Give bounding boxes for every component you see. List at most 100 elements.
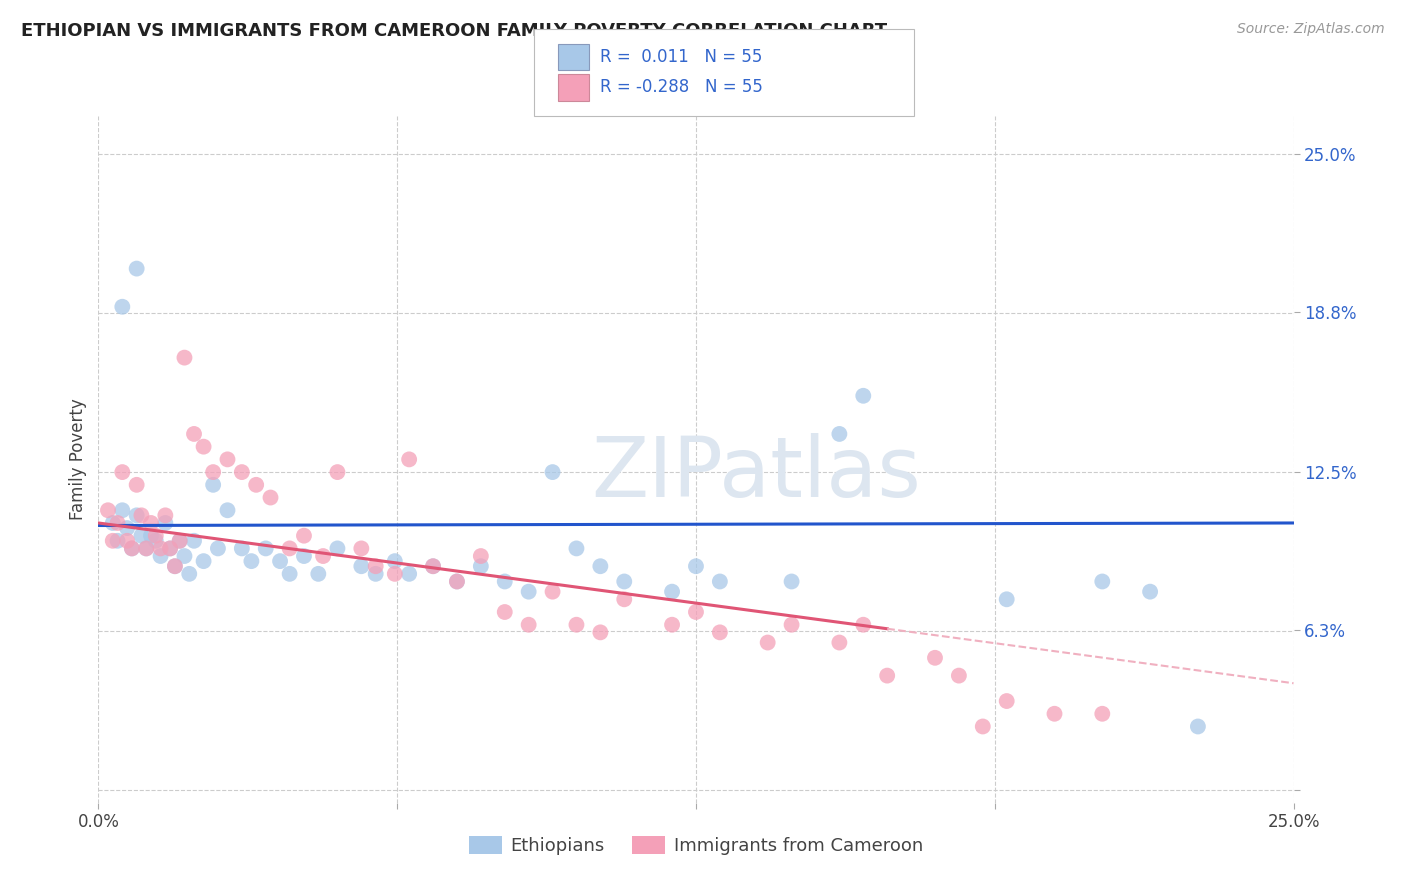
Point [163,559,186,574]
Point [111,465,134,479]
Text: R = -0.288   N = 55: R = -0.288 N = 55 [600,78,763,96]
Text: Source: ZipAtlas.com: Source: ZipAtlas.com [1237,22,1385,37]
Point [139,516,162,530]
Point [111,300,134,314]
Point [125,478,148,492]
Point [446,574,468,589]
Point [125,508,148,523]
Point [661,584,683,599]
Point [169,533,191,548]
Point [995,592,1018,607]
Point [1139,584,1161,599]
Point [422,559,444,574]
Point [350,541,373,556]
Point [924,650,946,665]
Point [565,541,588,556]
Point [173,351,195,365]
Point [326,465,349,479]
Point [139,529,162,543]
Point [364,559,387,574]
Point [135,541,157,556]
Point [326,541,349,556]
Point [1043,706,1066,721]
Point [350,559,373,574]
Point [155,508,177,523]
Point [995,694,1018,708]
Point [145,533,167,548]
Point [494,605,516,619]
Point [709,625,731,640]
Point [155,516,177,530]
Point [135,541,157,556]
Point [131,508,153,523]
Point [685,559,707,574]
Point [613,592,636,607]
Point [269,554,291,568]
Point [613,574,636,589]
Point [292,549,315,563]
Point [1091,706,1114,721]
Y-axis label: Family Poverty: Family Poverty [69,399,87,520]
Point [517,617,540,632]
Point [231,541,253,556]
Point [685,605,707,619]
Point [259,491,281,505]
Point [876,668,898,682]
Point [101,533,124,548]
Text: ETHIOPIAN VS IMMIGRANTS FROM CAMEROON FAMILY POVERTY CORRELATION CHART: ETHIOPIAN VS IMMIGRANTS FROM CAMEROON FA… [21,22,887,40]
Point [159,541,181,556]
Point [384,566,406,581]
Point [159,541,181,556]
Legend: Ethiopians, Immigrants from Cameroon: Ethiopians, Immigrants from Cameroon [463,829,929,863]
Point [780,574,803,589]
Point [589,559,612,574]
Point [709,574,731,589]
Point [541,465,564,479]
Point [852,617,875,632]
Point [780,617,803,632]
Point [756,635,779,649]
Point [131,529,153,543]
Point [121,541,143,556]
Point [948,668,970,682]
Text: ZIPatlas: ZIPatlas [591,433,921,514]
Point [193,440,215,454]
Point [107,533,129,548]
Point [115,533,138,548]
Point [149,549,172,563]
Point [364,566,387,581]
Point [470,549,492,563]
Point [145,529,167,543]
Point [1091,574,1114,589]
Point [163,559,186,574]
Point [97,503,120,517]
Point [446,574,468,589]
Point [494,574,516,589]
Point [852,389,875,403]
Point [121,541,143,556]
Point [173,549,195,563]
Point [470,559,492,574]
Point [149,541,172,556]
Point [541,584,564,599]
Point [828,635,851,649]
Point [312,549,335,563]
Point [661,617,683,632]
Point [565,617,588,632]
Point [245,478,267,492]
Point [193,554,215,568]
Point [384,554,406,568]
Point [202,465,225,479]
Point [217,452,239,467]
Point [307,566,329,581]
Point [125,261,148,276]
Point [828,426,851,441]
Point [972,719,994,733]
Point [107,516,129,530]
Point [589,625,612,640]
Point [202,478,225,492]
Point [278,566,301,581]
Point [422,559,444,574]
Point [115,521,138,535]
Point [217,503,239,517]
